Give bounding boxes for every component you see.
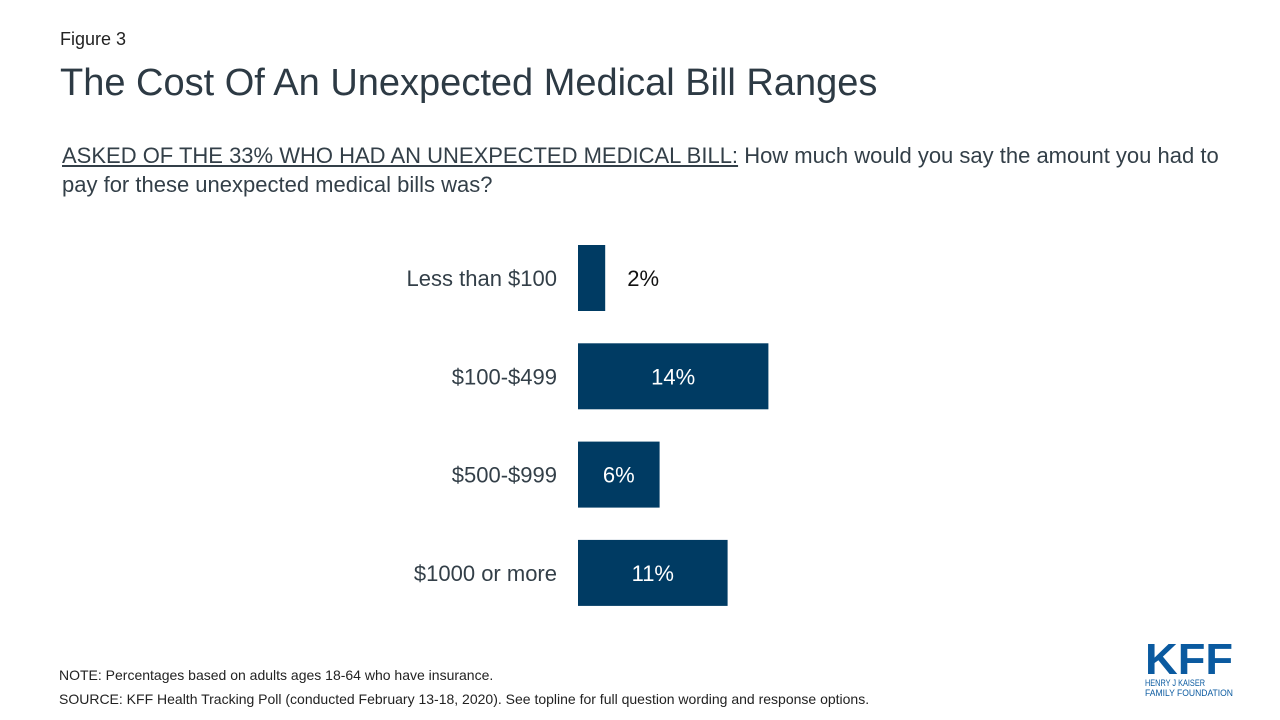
- question-text: ASKED OF THE 33% WHO HAD AN UNEXPECTED M…: [62, 141, 1232, 199]
- bar-2: [578, 441, 660, 508]
- category-label-1: $100-$499: [452, 364, 557, 389]
- category-label-2: $500-$999: [452, 463, 557, 488]
- category-label-0: Less than $100: [407, 266, 557, 291]
- bar-3: [578, 539, 728, 606]
- data-label-1: 14%: [651, 364, 695, 389]
- source-text: SOURCE: KFF Health Tracking Poll (conduc…: [59, 691, 870, 707]
- data-label-3: 11%: [632, 561, 674, 586]
- question-prefix: ASKED OF THE 33% WHO HAD AN UNEXPECTED M…: [62, 143, 739, 168]
- note-text: NOTE: Percentages based on adults ages 1…: [59, 667, 494, 683]
- data-label-2: 6%: [603, 463, 635, 488]
- footnotes: NOTE: Percentages based on adults ages 1…: [59, 663, 869, 711]
- figure-label: Figure 3: [60, 29, 127, 49]
- bar-1: [578, 343, 769, 410]
- data-label-0: 2%: [627, 266, 659, 291]
- category-label-3: $1000 or more: [414, 561, 557, 586]
- kff-logo-line1: HENRY J KAISER: [1145, 678, 1205, 688]
- kff-logo-line2: FAMILY FOUNDATION: [1145, 688, 1233, 698]
- bar-0: [578, 245, 606, 311]
- kff-logo: KFF HENRY J KAISER FAMILY FOUNDATION: [1145, 635, 1233, 698]
- chart-title: The Cost Of An Unexpected Medical Bill R…: [60, 62, 878, 104]
- question-body: How much would you say the amount you ha…: [62, 143, 1219, 197]
- kff-logo-mark: KFF: [1145, 635, 1233, 684]
